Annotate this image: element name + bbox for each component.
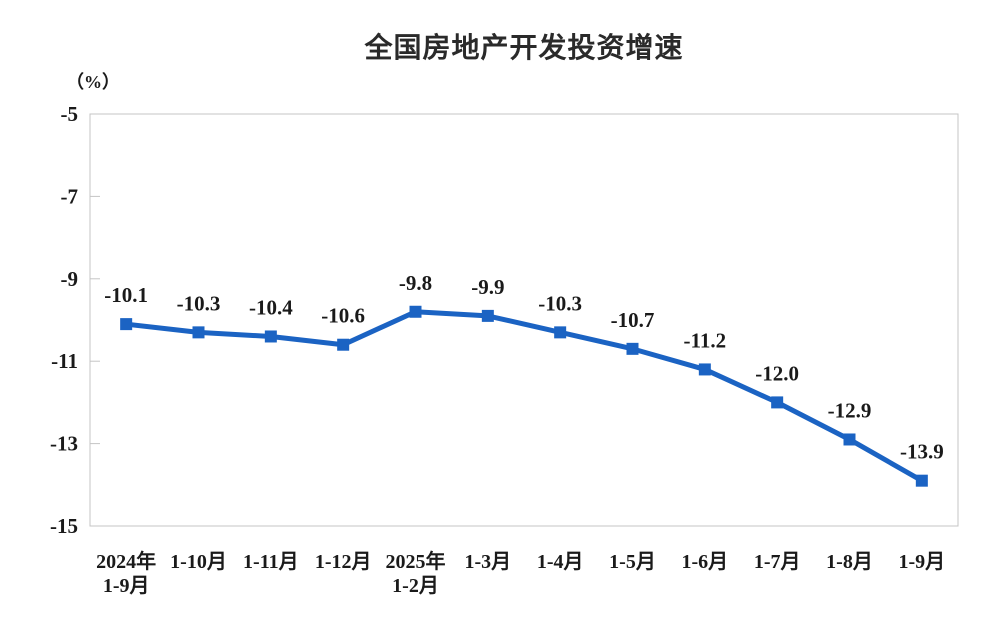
x-tick-label: 1-8月 (826, 551, 873, 573)
data-point-label: -9.9 (471, 275, 504, 299)
data-point-marker (698, 363, 711, 376)
data-point-label: -10.1 (104, 283, 148, 307)
data-point-marker (915, 474, 928, 487)
data-point-label: -9.8 (399, 271, 432, 295)
data-point-marker (264, 330, 277, 343)
data-point-label: -13.9 (900, 440, 944, 464)
x-tick-label: 1-3月 (464, 551, 511, 573)
series-line (123, 309, 925, 484)
data-point-marker (192, 326, 205, 339)
data-point-label: -11.2 (684, 328, 727, 352)
x-tick-label: 1-11月 (243, 551, 299, 573)
x-tick-label: 2025年 1-2月 (386, 549, 446, 597)
data-point-label: -10.6 (321, 304, 365, 328)
data-point-marker (409, 305, 422, 318)
y-tick-label: -15 (50, 514, 78, 538)
data-point-label: -10.3 (538, 291, 582, 315)
x-tick-label: 1-7月 (754, 551, 801, 573)
x-tick-label: 1-9月 (898, 551, 945, 573)
x-tick-label: 1-6月 (681, 551, 728, 573)
x-tick-label: 1-12月 (315, 551, 372, 573)
y-tick-label: -9 (61, 267, 79, 291)
y-tick-label: -7 (61, 184, 79, 208)
y-axis-unit-label: （%） (66, 72, 120, 92)
data-point-label: -10.4 (249, 295, 293, 319)
y-tick-label: -13 (50, 432, 78, 456)
data-point-label: -10.3 (177, 291, 221, 315)
data-point-marker (554, 326, 567, 339)
data-point-label: -12.9 (828, 398, 872, 422)
x-tick-label: 1-10月 (170, 551, 227, 573)
y-tick-label: -11 (51, 349, 78, 373)
plot-border (89, 113, 959, 527)
x-tick-label: 1-4月 (537, 551, 584, 573)
x-tick-label: 1-5月 (609, 551, 656, 573)
data-point-label: -10.7 (611, 308, 655, 332)
data-point-label: -12.0 (755, 361, 799, 385)
x-tick-label: 2024年 1-9月 (96, 549, 156, 597)
data-point-marker (337, 338, 350, 351)
data-point-marker (771, 396, 784, 409)
data-point-marker (626, 342, 639, 355)
data-point-marker (843, 433, 856, 446)
chart-title: 全国房地产开发投资增速 (364, 32, 684, 63)
data-point-marker (120, 318, 133, 331)
data-point-marker (481, 309, 494, 322)
y-tick-label: -5 (61, 102, 79, 126)
